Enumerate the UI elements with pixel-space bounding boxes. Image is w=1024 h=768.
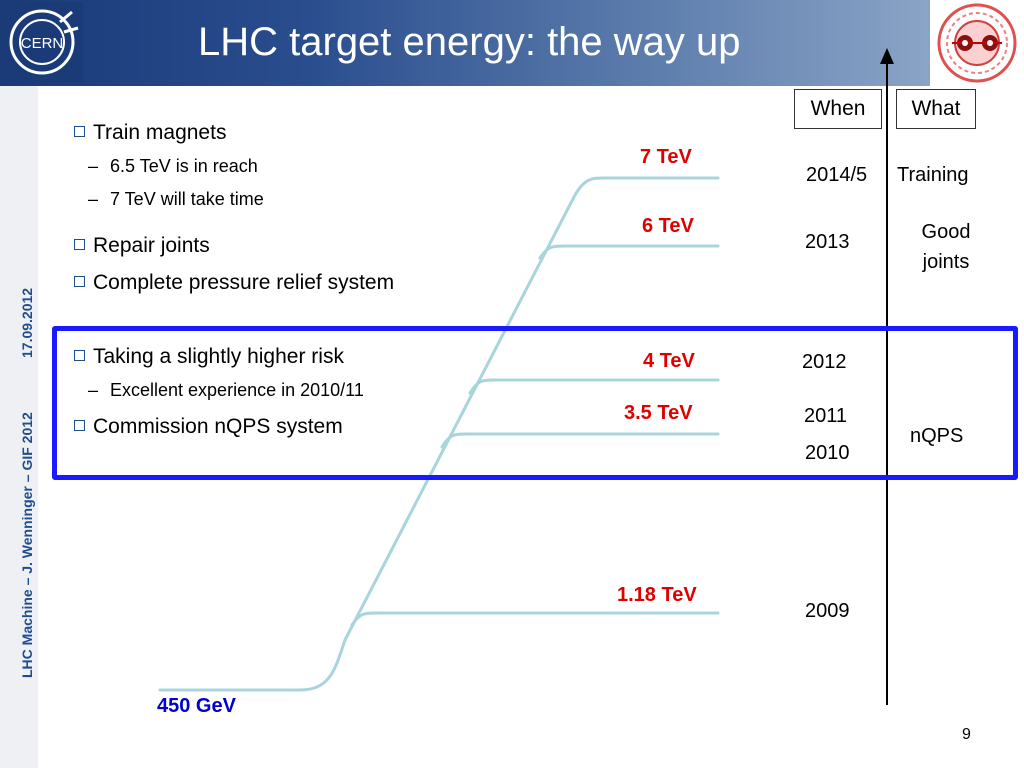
axis-arrowhead <box>880 48 894 64</box>
energy-label-6tev: 6 TeV <box>642 215 694 237</box>
bullet-item: Taking a slightly higher risk <box>74 345 344 369</box>
branch-6tev <box>538 244 720 260</box>
energy-label-4tev: 4 TeV <box>643 350 695 372</box>
slide-header: CERN LHC target energy: the way up <box>0 0 1024 86</box>
year-label: 2013 <box>805 231 850 253</box>
year-label: 2011 <box>804 405 848 427</box>
branch-3-5tev <box>440 432 720 449</box>
square-bullet-icon <box>74 126 85 137</box>
slide-title: LHC target energy: the way up <box>198 20 741 64</box>
sub-bullet-item: – Excellent experience in 2010/11 <box>88 380 364 400</box>
square-bullet-icon <box>74 239 85 250</box>
collision-event-image <box>930 0 1024 86</box>
branch-4tev <box>468 378 720 395</box>
what-label: Good joints <box>921 221 971 273</box>
sub-bullet-item: –6.5 TeV is in reach <box>88 156 258 176</box>
column-header-when: When <box>794 89 882 129</box>
bullet-item: Complete pressure relief system <box>74 271 394 295</box>
what-label: Training <box>897 164 969 186</box>
square-bullet-icon <box>74 420 85 431</box>
year-label: 2010 <box>805 442 850 464</box>
square-bullet-icon <box>74 276 85 287</box>
cern-logo: CERN <box>2 2 83 83</box>
energy-label-1-18tev: 1.18 TeV <box>617 584 697 606</box>
bullet-item: Repair joints <box>74 234 210 258</box>
year-label: 2012 <box>802 351 847 373</box>
ramp-curve <box>158 176 720 692</box>
column-header-what: What <box>896 89 976 129</box>
sidebar-band: 17.09.2012 LHC Machine – J. Wenninger – … <box>0 86 38 768</box>
svg-text:CERN: CERN <box>21 35 64 52</box>
energy-label-7tev: 7 TeV <box>640 146 692 168</box>
highlight-box-2012 <box>52 326 1018 480</box>
square-bullet-icon <box>74 350 85 361</box>
page-number: 9 <box>962 726 971 743</box>
bullet-item: Train magnets <box>74 121 226 145</box>
year-label: 2014/5 <box>806 164 868 186</box>
year-label: 2009 <box>805 600 850 622</box>
sub-bullet-item: –7 TeV will take time <box>88 189 264 209</box>
what-label: nQPS <box>910 425 964 447</box>
energy-label-450gev: 450 GeV <box>157 695 236 717</box>
branch-1-18tev <box>350 611 720 627</box>
energy-label-3-5tev: 3.5 TeV <box>624 402 693 424</box>
bullet-item: Commission nQPS system <box>74 415 343 439</box>
